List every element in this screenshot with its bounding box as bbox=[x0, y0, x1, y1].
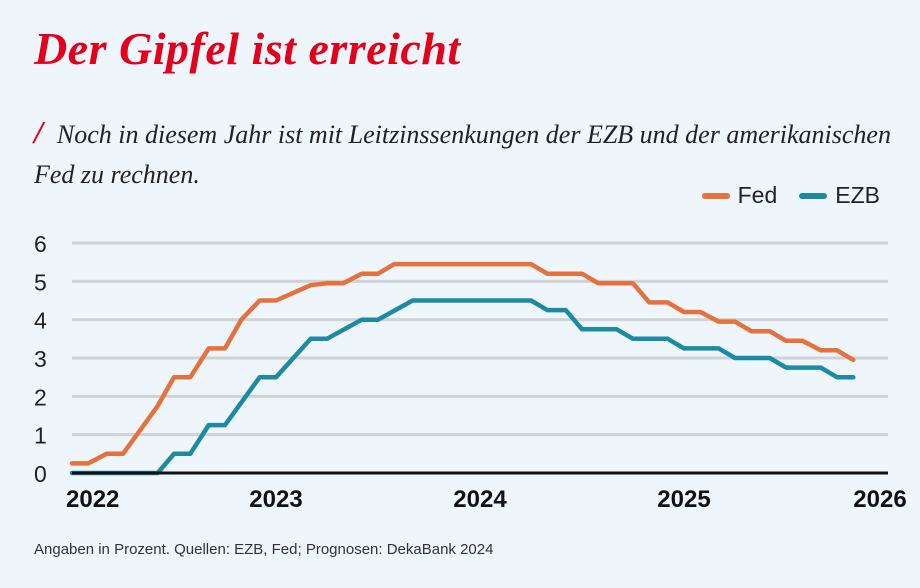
x-tick-label-2024: 2024 bbox=[453, 486, 507, 513]
chart-subtitle: / Noch in diesem Jahr ist mit Leitzinssen… bbox=[34, 112, 894, 195]
y-tick-label-0: 0 bbox=[34, 461, 47, 487]
x-tick-label-2025: 2025 bbox=[657, 486, 710, 513]
legend-label-fed: Fed bbox=[737, 182, 778, 208]
series-line-fed bbox=[69, 261, 856, 466]
y-tick-label-2: 2 bbox=[34, 384, 47, 410]
legend-swatch-fed bbox=[701, 192, 730, 199]
chart-title: Der Gipfel ist erreicht bbox=[34, 23, 461, 74]
y-tick-label-5: 5 bbox=[34, 269, 47, 295]
legend-item-ezb: EZB bbox=[799, 182, 880, 209]
y-tick-label-1: 1 bbox=[34, 423, 47, 449]
legend: Fed EZB bbox=[701, 182, 880, 209]
legend-swatch-ezb bbox=[799, 192, 828, 199]
y-tick-label-6: 6 bbox=[34, 231, 47, 257]
y-tick-label-3: 3 bbox=[34, 346, 47, 372]
footnote: Angaben in Prozent. Quellen: EZB, Fed; P… bbox=[34, 541, 494, 558]
series-line-ezb bbox=[69, 298, 856, 476]
slash-mark: / bbox=[34, 114, 43, 150]
legend-item-fed: Fed bbox=[701, 182, 778, 209]
y-tick-label-4: 4 bbox=[34, 308, 47, 334]
subtitle-text: Noch in diesem Jahr ist mit Leitzinssenk… bbox=[34, 120, 891, 189]
x-tick-label-2023: 2023 bbox=[249, 486, 302, 513]
x-tick-label-2022: 2022 bbox=[66, 486, 119, 513]
legend-label-ezb: EZB bbox=[835, 182, 880, 208]
x-tick-label-2026: 2026 bbox=[853, 486, 906, 513]
